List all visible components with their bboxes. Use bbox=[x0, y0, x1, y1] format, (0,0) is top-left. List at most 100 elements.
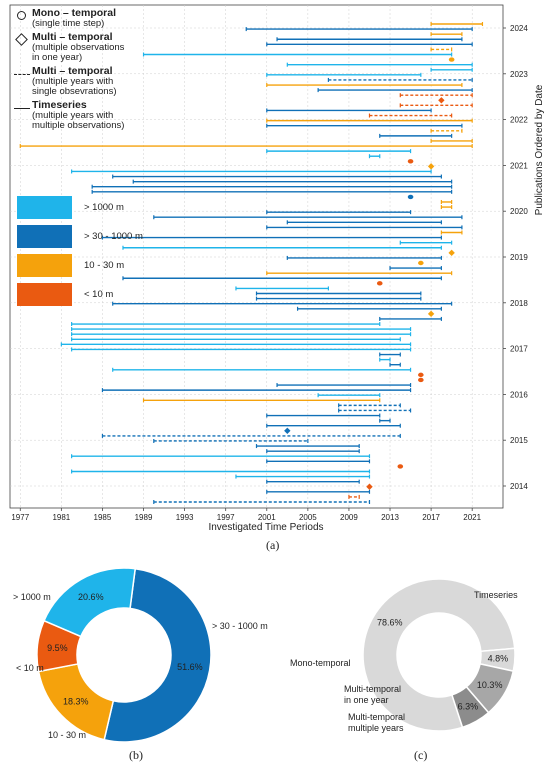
x-tick-label: 2017 bbox=[422, 513, 440, 522]
legend-swatch bbox=[17, 254, 72, 277]
timeline-bar bbox=[266, 149, 412, 154]
timeline-bar bbox=[286, 255, 442, 260]
legend-desc: (single time step) bbox=[32, 18, 105, 29]
panel-label-b: (b) bbox=[129, 748, 143, 762]
timeline-bar bbox=[296, 306, 442, 311]
timeline-bar bbox=[348, 494, 360, 499]
timeline-bar bbox=[122, 245, 442, 250]
resolution-legend-item: 10 - 30 m bbox=[17, 254, 143, 277]
timeline-bar bbox=[440, 230, 463, 235]
legend-label: > 1000 m bbox=[84, 202, 124, 213]
timeline-axes bbox=[9, 4, 504, 509]
legend-item: Multi – temporal (multiple years with sing… bbox=[14, 66, 150, 97]
legend-swatch bbox=[17, 225, 72, 248]
timeline-bar bbox=[399, 93, 473, 98]
donut-category-label: Mono-temporal bbox=[290, 658, 351, 668]
y-tick-label: 2024 bbox=[510, 24, 528, 33]
legend-desc: multiple observations) bbox=[32, 120, 125, 131]
timeline-bar bbox=[286, 220, 442, 225]
timeline-bar bbox=[101, 433, 401, 438]
timeline-bar bbox=[255, 291, 422, 296]
timeline-bar bbox=[286, 62, 473, 67]
timeline-bar bbox=[266, 479, 360, 484]
timeline-bar bbox=[430, 67, 473, 72]
timeline-bar bbox=[338, 403, 401, 408]
timeline-bar bbox=[142, 398, 381, 403]
timeline-bar bbox=[132, 179, 453, 184]
x-tick-label: 1985 bbox=[94, 513, 112, 522]
donut-category-label: Multi-temporal bbox=[348, 712, 405, 722]
x-tick-label: 1997 bbox=[217, 513, 235, 522]
timeline-bar bbox=[235, 286, 329, 291]
legend-title: Multi – temporal bbox=[32, 31, 113, 43]
timeline-ticks: 1977 1981 1985 1989 1993 1997 2001 2005 2009 2013… bbox=[11, 24, 528, 522]
legend-label: 10 - 30 m bbox=[84, 260, 125, 271]
timeline-bar bbox=[112, 367, 412, 372]
diamond-icon bbox=[14, 33, 32, 46]
y-tick-label: 2020 bbox=[510, 207, 528, 216]
donut-percent-label: 18.3% bbox=[63, 696, 89, 706]
timeline-bar bbox=[153, 500, 371, 504]
y-tick-label: 2021 bbox=[510, 161, 528, 170]
donut-category-label: in one year bbox=[344, 695, 389, 705]
legend-item: Multi – temporal (multiple observations i… bbox=[14, 32, 150, 63]
timeline-point bbox=[418, 377, 424, 383]
resolution-legend-item: < 10 m bbox=[17, 283, 143, 306]
timeline-bar bbox=[266, 225, 463, 230]
timeline-bar bbox=[430, 32, 463, 37]
timeline-bar bbox=[266, 118, 473, 123]
timeline-bar bbox=[71, 169, 432, 174]
timeline-point bbox=[418, 260, 424, 266]
timeline-point bbox=[448, 57, 455, 62]
x-axis-label: Investigated Time Periods bbox=[208, 522, 323, 533]
timeline-diamond bbox=[284, 427, 291, 435]
timeline-bar bbox=[317, 393, 381, 398]
timeline-diamond bbox=[366, 483, 373, 490]
legend-desc: in one year) bbox=[32, 52, 83, 63]
timeline-bar bbox=[71, 332, 412, 337]
timeline-bar bbox=[19, 144, 473, 149]
timeline-bar bbox=[399, 240, 453, 245]
resolution-legend: > 1000 m > 30 - 1000 m 10 - 30 m < 10 m bbox=[17, 196, 143, 312]
timeline-bar bbox=[430, 47, 453, 52]
plot-frame bbox=[9, 4, 504, 509]
panel-label-a: (a) bbox=[266, 538, 280, 552]
donut-percent-label: 78.6% bbox=[377, 617, 403, 627]
timeline-bar bbox=[255, 444, 360, 449]
timeline-bar bbox=[112, 301, 453, 306]
timeline-bar bbox=[112, 174, 442, 179]
timeline-bar bbox=[379, 418, 391, 423]
donut-percent-label: 51.6% bbox=[177, 662, 203, 672]
timeline-bar bbox=[327, 77, 473, 82]
legend-title: Mono – temporal bbox=[32, 7, 117, 19]
timeline-bar bbox=[101, 235, 442, 240]
donut-category-label: 10 - 30 m bbox=[48, 730, 86, 740]
y-tick-label: 2014 bbox=[510, 482, 528, 491]
timeline-bar bbox=[368, 154, 381, 159]
legend-item: Mono – temporal (single time step) bbox=[14, 8, 150, 29]
timeline-bar bbox=[379, 133, 453, 138]
x-tick-label: 1977 bbox=[11, 513, 29, 522]
timeline-bar bbox=[430, 138, 473, 143]
timeline-bar bbox=[153, 438, 309, 443]
timeline-bar bbox=[389, 362, 401, 367]
timeline-bar bbox=[71, 327, 412, 332]
y-tick-label: 2022 bbox=[510, 116, 528, 125]
timeline-bar bbox=[440, 205, 453, 210]
x-tick-label: 1993 bbox=[176, 513, 194, 522]
timeline-bar bbox=[266, 459, 371, 464]
timeline-bar bbox=[71, 454, 371, 459]
timeline-bar bbox=[91, 189, 453, 194]
solid-line-icon bbox=[14, 102, 32, 114]
y-tick-label: 2019 bbox=[510, 253, 528, 262]
x-tick-label: 2021 bbox=[463, 513, 481, 522]
timeline-bar bbox=[440, 199, 453, 204]
timeline-bar bbox=[338, 408, 412, 413]
type-legend: Mono – temporal (single time step) Multi –… bbox=[14, 8, 150, 134]
panel-label-c: (c) bbox=[414, 748, 428, 762]
donut-slice bbox=[103, 567, 212, 743]
circle-icon bbox=[14, 10, 32, 22]
legend-desc: (multiple years with bbox=[32, 76, 114, 87]
timeline-point bbox=[376, 281, 383, 286]
x-tick-label: 2013 bbox=[381, 513, 399, 522]
